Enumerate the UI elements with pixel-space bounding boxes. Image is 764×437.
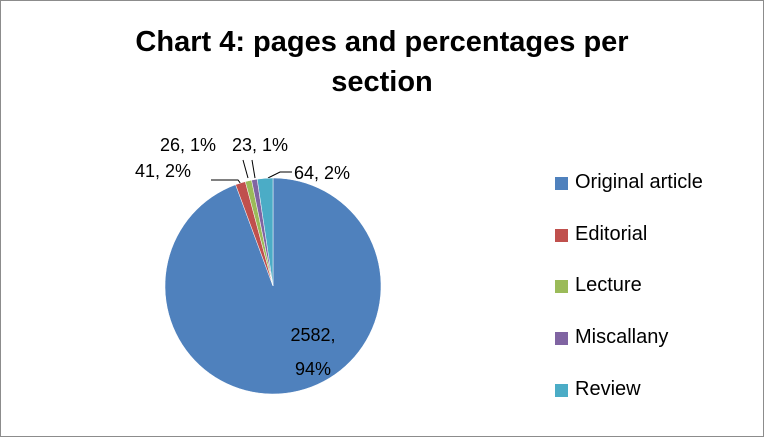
data-label: 23, 1%: [232, 135, 289, 155]
leader-line: [242, 159, 249, 179]
legend-label: Lecture: [575, 274, 642, 297]
legend-label: Editorial: [575, 222, 648, 245]
leader-line: [267, 171, 292, 179]
data-label: 2582, 94%: [290, 325, 336, 379]
legend-label: Miscallany: [575, 326, 669, 349]
legend-label: Review: [575, 377, 641, 400]
leader-lines: [211, 159, 292, 185]
pie-slice: [256, 177, 274, 287]
data-label: 64, 2%: [294, 163, 351, 183]
legend-swatch: [555, 177, 568, 190]
data-label: 41, 2%: [135, 161, 192, 181]
data-label: 26, 1%: [160, 135, 217, 155]
legend-swatch: [555, 383, 568, 397]
legend-swatch: [555, 280, 568, 294]
legend-label: Original article: [575, 171, 703, 193]
chart-title: Chart 4: pages and percentages per secti…: [135, 26, 629, 98]
leader-line: [211, 179, 242, 185]
legend-swatch: [555, 228, 568, 242]
leader-line: [251, 159, 256, 179]
legend-swatch: [555, 332, 568, 346]
